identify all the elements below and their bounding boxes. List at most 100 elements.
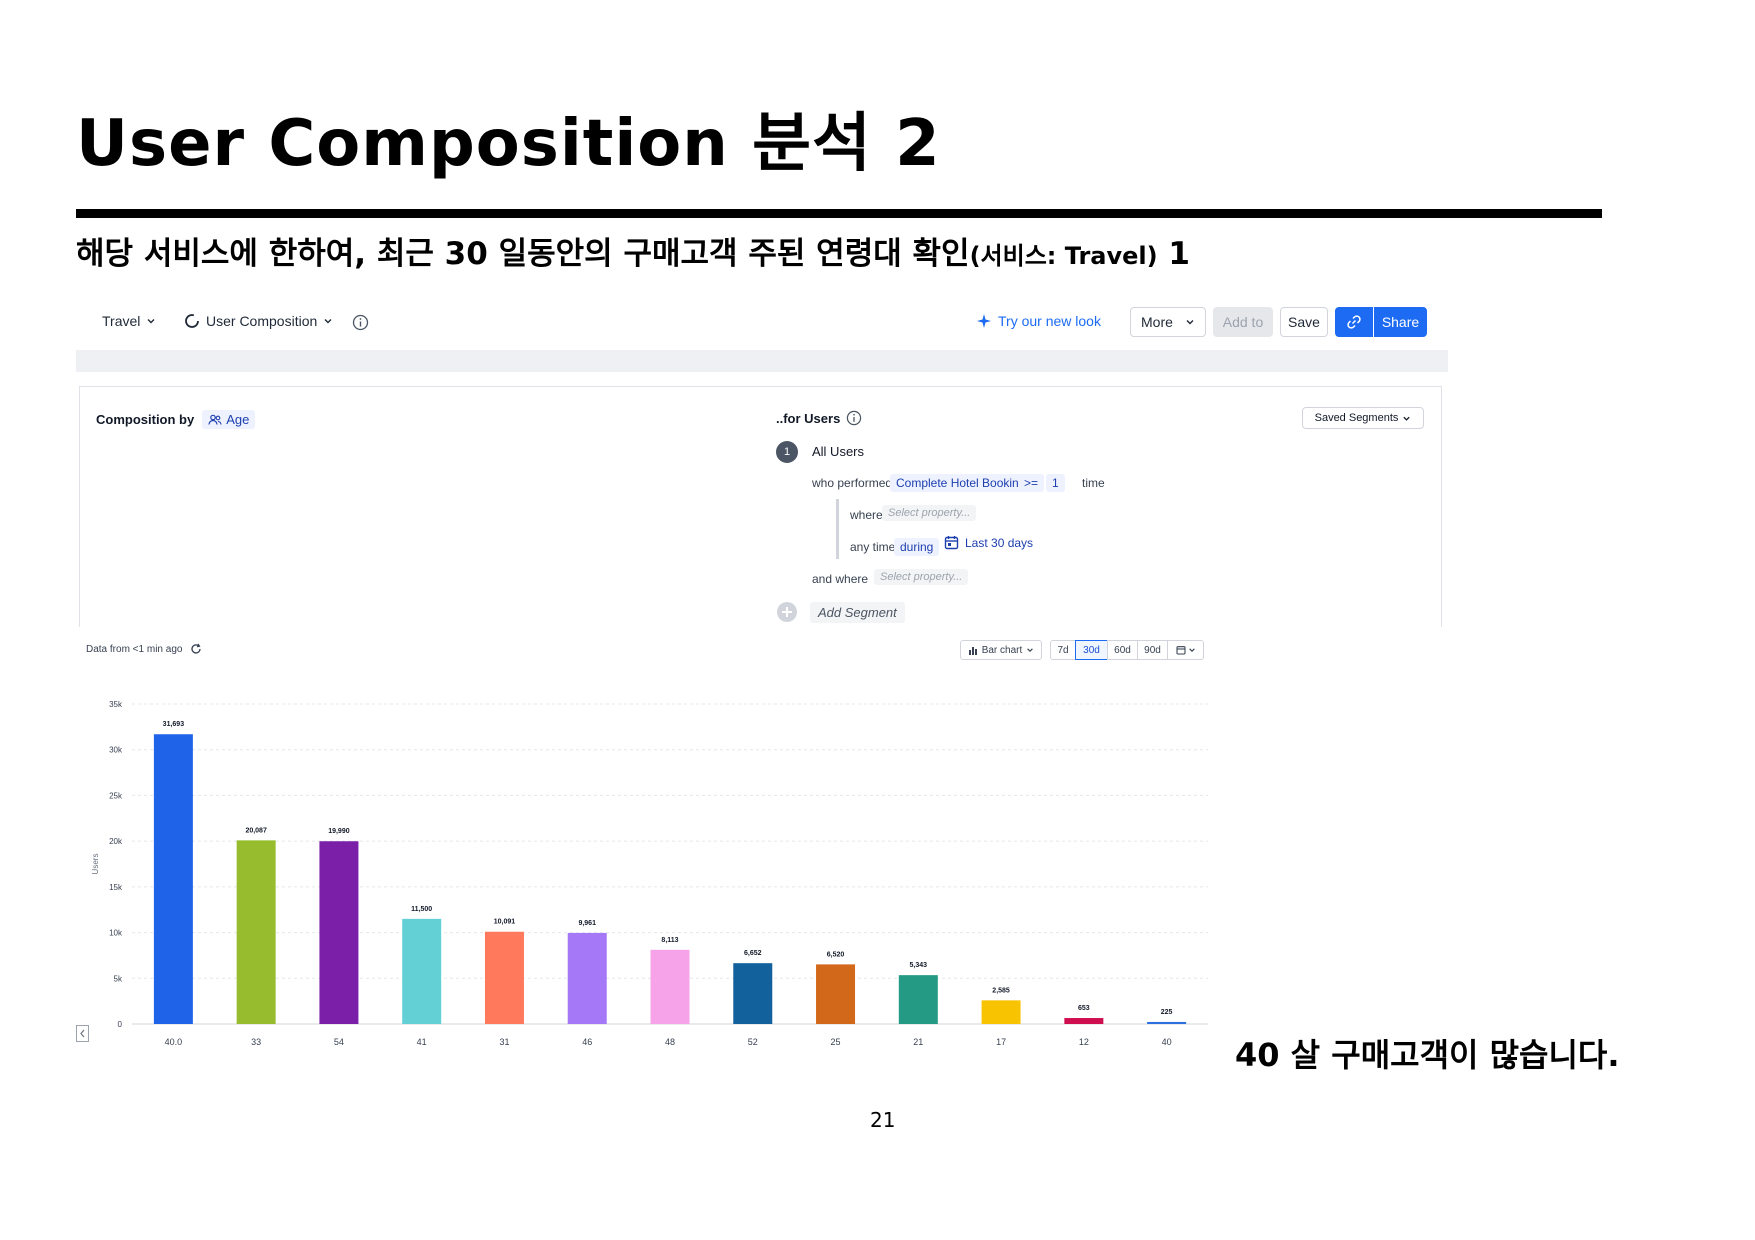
info-icon[interactable]: [352, 314, 369, 331]
custom-date-button[interactable]: [1167, 640, 1204, 660]
bar[interactable]: [650, 949, 690, 1024]
x-tick-label: 40: [1162, 1037, 1172, 1047]
select-property-input-2[interactable]: Select property...: [874, 569, 969, 585]
chart-selector[interactable]: User Composition: [184, 313, 333, 329]
bar-value-label: 10,091: [494, 919, 516, 926]
range-60d[interactable]: 60d: [1107, 640, 1138, 660]
date-range-label: Last 30 days: [965, 535, 1034, 550]
bar[interactable]: [319, 841, 359, 1024]
property-chip[interactable]: Age: [202, 410, 256, 429]
more-button[interactable]: More: [1130, 307, 1206, 337]
segment-name[interactable]: All Users: [812, 444, 865, 459]
info-icon[interactable]: [846, 410, 862, 426]
where-label: where: [850, 508, 883, 522]
segment-panel: ..for Users Saved Segments 1 All Users w…: [762, 386, 1442, 627]
composition-panel: Composition by Age: [79, 386, 763, 627]
project-selector[interactable]: Travel: [102, 313, 156, 329]
count-input[interactable]: 1: [1046, 474, 1065, 492]
saved-segments-label: Saved Segments: [1314, 412, 1399, 424]
subtitle-suffix: 1: [1157, 236, 1190, 272]
subtitle-main: 해당 서비스에 한하여, 최근 30 일동안의 구매고객 주된 연령대 확인: [76, 236, 970, 272]
bar[interactable]: [484, 931, 524, 1024]
x-tick-label: 52: [748, 1037, 758, 1047]
x-tick-label: 25: [831, 1037, 841, 1047]
range-90d[interactable]: 90d: [1137, 640, 1168, 660]
saved-segments-dropdown[interactable]: Saved Segments: [1302, 407, 1424, 429]
chevron-left-icon: [80, 1029, 85, 1038]
x-tick-label: 48: [665, 1037, 675, 1047]
bar[interactable]: [981, 1000, 1021, 1024]
page-number: 21: [870, 1108, 896, 1132]
share-button[interactable]: Share: [1374, 307, 1427, 337]
bar[interactable]: [153, 734, 193, 1024]
x-tick-label: 31: [499, 1037, 509, 1047]
bar-value-label: 9,961: [578, 920, 596, 927]
date-range-picker[interactable]: Last 30 days: [944, 535, 1033, 550]
x-tick-label: 46: [582, 1037, 592, 1047]
and-where-label: and where: [812, 572, 869, 586]
add-to-button[interactable]: Add to: [1213, 307, 1273, 337]
slide-title: User Composition 분석 2: [76, 107, 941, 181]
y-tick-label: 15k: [109, 883, 123, 892]
for-users-header: ..for Users: [776, 410, 862, 426]
share-label: Share: [1381, 314, 1420, 330]
property-name: Age: [226, 412, 250, 427]
chart-type-dropdown[interactable]: Bar chart: [960, 640, 1042, 660]
operator-chip[interactable]: >=: [1018, 474, 1045, 492]
refresh-icon[interactable]: [190, 643, 202, 655]
bar-chart-icon: [968, 647, 977, 655]
chart-name: User Composition: [206, 313, 318, 329]
data-freshness: Data from <1 min ago: [86, 643, 202, 655]
sparkle-icon: [977, 314, 991, 328]
calendar-icon: [944, 536, 959, 550]
bar-value-label: 653: [1078, 1005, 1090, 1012]
during-chip[interactable]: during: [894, 538, 940, 556]
data-freshness-label: Data from <1 min ago: [86, 643, 183, 655]
user-composition-icon: [185, 314, 199, 328]
bar-value-label: 11,500: [411, 906, 432, 913]
save-button[interactable]: Save: [1280, 307, 1328, 337]
chevron-down-icon: [1027, 648, 1034, 652]
add-segment-icon[interactable]: [776, 601, 798, 623]
bar[interactable]: [816, 964, 856, 1024]
bar-value-label: 31,693: [163, 721, 185, 728]
composition-by-label: Composition by: [96, 412, 195, 427]
bar[interactable]: [898, 975, 938, 1024]
y-tick-label: 0: [118, 1020, 123, 1029]
y-tick-label: 30k: [109, 746, 123, 755]
add-segment-button[interactable]: Add Segment: [810, 602, 905, 623]
bar-value-label: 6,520: [827, 951, 845, 958]
bar[interactable]: [1064, 1018, 1104, 1024]
subtitle-service: (서비스: Travel): [969, 242, 1158, 270]
x-tick-label: 54: [334, 1037, 344, 1047]
title-divider: [76, 209, 1602, 218]
x-tick-label: 21: [913, 1037, 923, 1047]
x-tick-label: 12: [1079, 1037, 1089, 1047]
chevron-down-icon: [324, 319, 332, 324]
bar[interactable]: [236, 840, 276, 1024]
y-tick-label: 25k: [109, 791, 123, 800]
segment-number-badge: 1: [776, 441, 798, 463]
bar[interactable]: [1147, 1021, 1187, 1024]
range-30d[interactable]: 30d: [1075, 640, 1108, 660]
chevron-down-icon: [1186, 320, 1194, 325]
copy-link-button[interactable]: [1335, 307, 1373, 337]
toolbar-divider: [76, 350, 1448, 372]
time-unit-label: time: [1082, 476, 1105, 490]
chevron-down-icon: [1188, 648, 1195, 652]
try-new-look-link[interactable]: Try our new look: [976, 313, 1101, 329]
for-users-label: ..for Users: [776, 410, 841, 426]
chevron-down-icon: [1403, 416, 1411, 421]
event-chip[interactable]: Complete Hotel Booking: [890, 474, 1032, 492]
collapse-toggle[interactable]: [76, 1025, 89, 1042]
bar[interactable]: [733, 963, 773, 1024]
project-name: Travel: [102, 313, 141, 329]
composition-by: Composition by Age: [96, 410, 256, 429]
bar[interactable]: [402, 918, 442, 1024]
y-axis-label: Users: [91, 854, 100, 875]
range-7d[interactable]: 7d: [1050, 640, 1076, 660]
x-tick-label: 17: [996, 1037, 1006, 1047]
select-property-input[interactable]: Select property...: [882, 505, 977, 521]
x-tick-label: 41: [417, 1037, 427, 1047]
bar[interactable]: [567, 932, 607, 1024]
